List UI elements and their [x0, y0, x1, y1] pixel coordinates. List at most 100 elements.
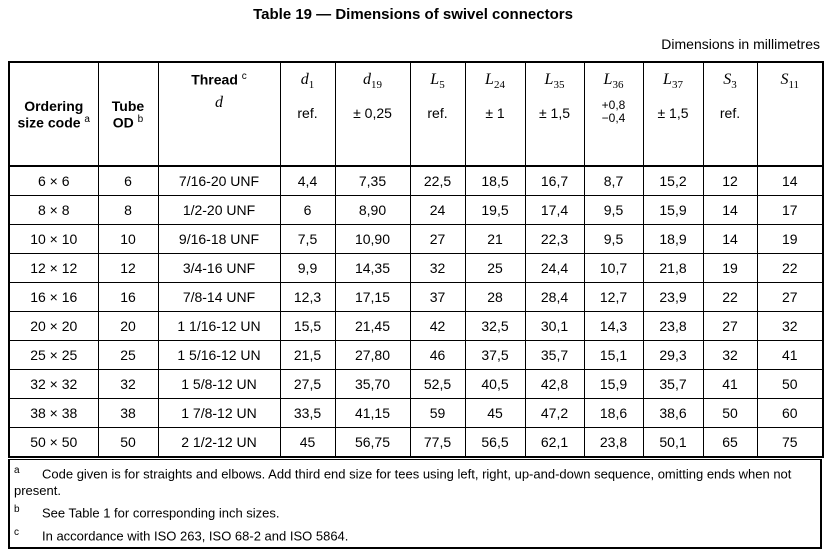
- table-cell: 59: [409, 398, 466, 428]
- header-thread: Thread c d: [157, 61, 281, 167]
- table-cell: 25 × 25: [8, 340, 99, 370]
- table-cell: 7/8-14 UNF: [157, 282, 281, 312]
- header-note: ref.: [297, 105, 318, 122]
- table-cell: 30,1: [524, 311, 585, 341]
- table-cell: 37: [409, 282, 466, 312]
- table-cell: 8: [97, 195, 159, 225]
- table-cell: 25: [97, 340, 159, 370]
- table-cell: 27: [756, 282, 824, 312]
- footnote-mark-b: b: [137, 113, 144, 125]
- table-cell: 41,15: [334, 398, 411, 428]
- table-cell: 12 × 12: [8, 253, 99, 283]
- table-cell: 50: [702, 398, 758, 428]
- header-thread-label: Thread: [191, 71, 238, 88]
- table-cell: 1/2-20 UNF: [157, 195, 281, 225]
- header-ordering-size-code: Ordering size code a: [8, 61, 99, 167]
- table-cell: 19: [756, 224, 824, 254]
- table-cell: 38 × 38: [8, 398, 99, 428]
- table-cell: 40,5: [464, 369, 526, 399]
- table-cell: 35,7: [524, 340, 585, 370]
- footnote-a: a Code given is for straights and elbows.…: [14, 462, 816, 499]
- header-symbol: S3: [723, 71, 737, 92]
- table-cell: 9,5: [583, 224, 644, 254]
- header-note: ± 1: [485, 105, 505, 122]
- header-tolerance: +0,8 −0,4: [601, 98, 626, 126]
- header-note: ± 1,5: [538, 105, 571, 122]
- table-cell: 10 × 10: [8, 224, 99, 254]
- table-cell: 12: [702, 165, 758, 196]
- table-cell: 15,2: [642, 165, 704, 196]
- table-cell: 33,5: [279, 398, 336, 428]
- table-cell: 60: [756, 398, 824, 428]
- table-cell: 32: [702, 340, 758, 370]
- table-title: Table 19 — Dimensions of swivel connecto…: [253, 6, 573, 23]
- header-col-d1: d1 ref.: [279, 61, 336, 167]
- header-col-l36: L36 +0,8 −0,4: [583, 61, 644, 167]
- table-cell: 10,90: [334, 224, 411, 254]
- table-cell: 22: [702, 282, 758, 312]
- table-cell: 12: [97, 253, 159, 283]
- table-cell: 14,35: [334, 253, 411, 283]
- table-cell: 45: [464, 398, 526, 428]
- table-cell: 62,1: [524, 427, 585, 458]
- table-row: 20 × 20 20 1 1/16-12 UN 15,5 21,45 42 32,5 30,1…: [8, 311, 824, 341]
- table-row: 32 × 32 32 1 5/8-12 UN 27,5 35,70 52,5 40,5 42,…: [8, 369, 824, 399]
- table-cell: 32 × 32: [8, 369, 99, 399]
- table-cell: 8 × 8: [8, 195, 99, 225]
- table-cell: 20 × 20: [8, 311, 99, 341]
- footnote-text: Code given is for straights and elbows. …: [14, 466, 792, 499]
- header-col-l35: L35 ± 1,5: [524, 61, 585, 167]
- table-cell: 2 1/2-12 UN: [157, 427, 281, 458]
- table-cell: 42,8: [524, 369, 585, 399]
- table-cell: 3/4-16 UNF: [157, 253, 281, 283]
- table-cell: 32: [97, 369, 159, 399]
- table-cell: 56,75: [334, 427, 411, 458]
- table-cell: 1 5/16-12 UN: [157, 340, 281, 370]
- table-cell: 37,5: [464, 340, 526, 370]
- table-cell: 7/16-20 UNF: [157, 165, 281, 196]
- table-cell: 41: [756, 340, 824, 370]
- table-cell: 50: [97, 427, 159, 458]
- footnote-mark: c: [14, 526, 19, 538]
- table-cell: 27,80: [334, 340, 411, 370]
- table-cell: 15,5: [279, 311, 336, 341]
- header-row: Ordering size code a Tube OD b Thread c …: [8, 61, 824, 167]
- table-cell: 21,8: [642, 253, 704, 283]
- table-row: 8 × 8 8 1/2-20 UNF 6 8,90 24 19,5 17,4 9,5 15,9 14…: [8, 195, 824, 225]
- table-cell: 17,4: [524, 195, 585, 225]
- header-tube-line2: OD: [112, 114, 134, 131]
- header-symbol: L35: [544, 71, 565, 92]
- header-note: ± 0,25: [353, 105, 392, 122]
- footnote-text: See Table 1 for corresponding inch sizes…: [42, 505, 280, 521]
- header-symbol: S11: [780, 71, 800, 92]
- header-col-s11: S11: [756, 61, 824, 167]
- table-cell: 25: [464, 253, 526, 283]
- table-cell: 28: [464, 282, 526, 312]
- table-row: 10 × 10 10 9/16-18 UNF 7,5 10,90 27 21 22,3 9,5 1…: [8, 224, 824, 254]
- table-cell: 32,5: [464, 311, 526, 341]
- footnote-mark: b: [14, 504, 20, 516]
- footnote-c: c In accordance with ISO 263, ISO 68-2 an…: [14, 524, 816, 544]
- header-thread-symbol: d: [215, 93, 223, 111]
- table-cell: 14: [702, 195, 758, 225]
- header-symbol: L24: [485, 71, 505, 92]
- table-cell: 28,4: [524, 282, 585, 312]
- table-cell: 41: [702, 369, 758, 399]
- table-cell: 16 × 16: [8, 282, 99, 312]
- table-cell: 35,7: [642, 369, 704, 399]
- table-cell: 16: [97, 282, 159, 312]
- table-cell: 18,9: [642, 224, 704, 254]
- table-cell: 14: [702, 224, 758, 254]
- table-cell: 35,70: [334, 369, 411, 399]
- table-cell: 65: [702, 427, 758, 458]
- table-cell: 9,5: [583, 195, 644, 225]
- header-note: ref.: [719, 105, 741, 122]
- table-cell: 19,5: [464, 195, 526, 225]
- footnote-mark-c: c: [241, 71, 247, 82]
- table-cell: 50,1: [642, 427, 704, 458]
- table-cell: 38: [97, 398, 159, 428]
- table-cell: 27,5: [279, 369, 336, 399]
- table-cell: 6: [279, 195, 336, 225]
- table-cell: 14: [756, 165, 824, 196]
- table-row: 12 × 12 12 3/4-16 UNF 9,9 14,35 32 25 24,4 10,7 2…: [8, 253, 824, 283]
